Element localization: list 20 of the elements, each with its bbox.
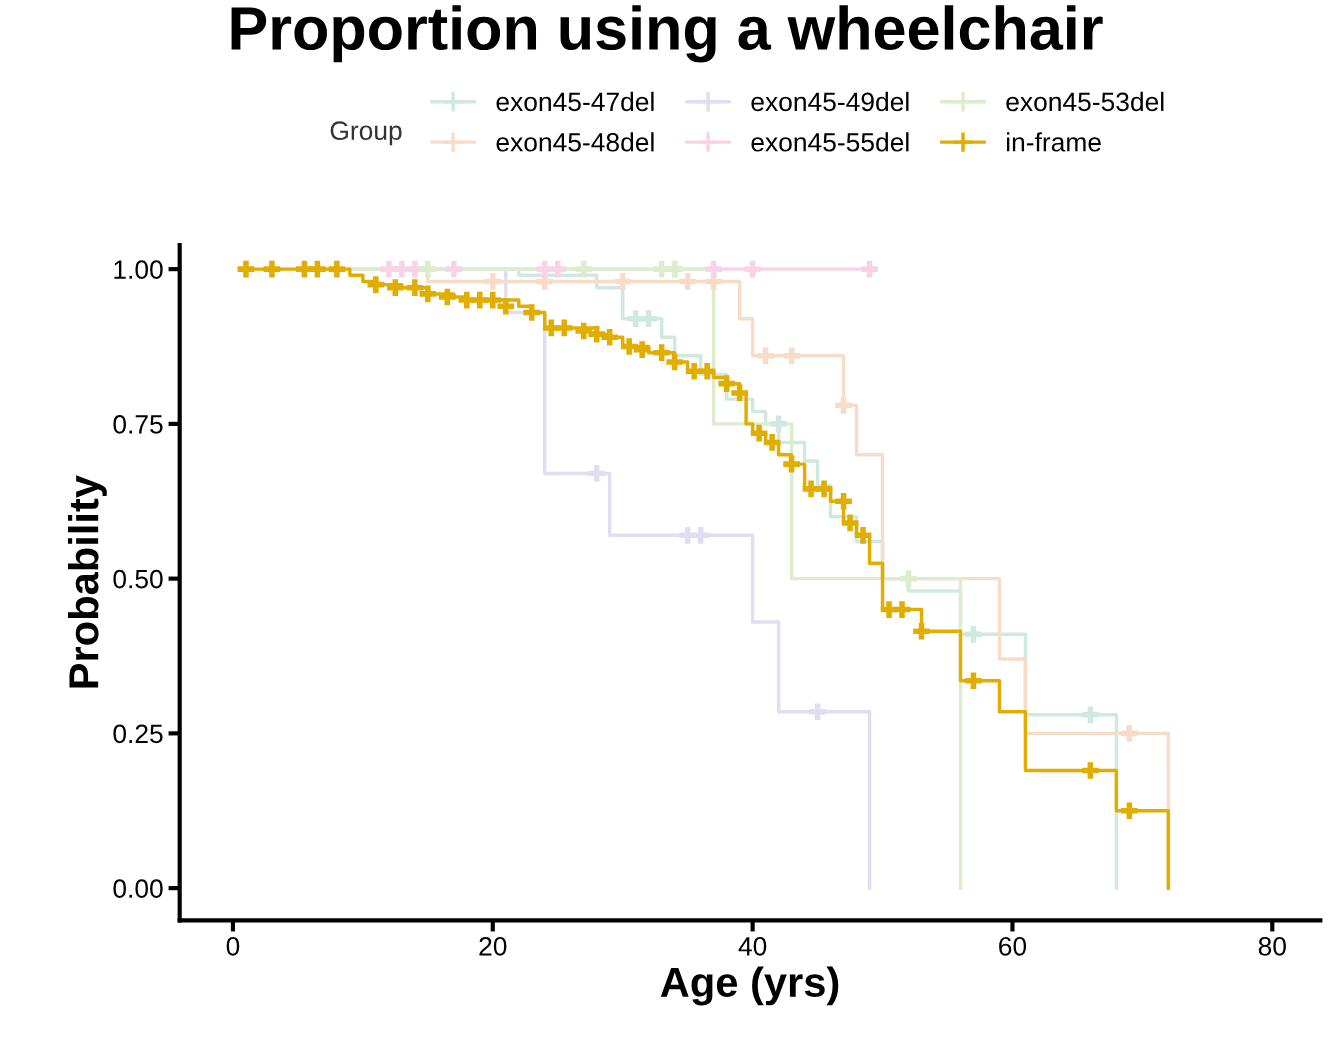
x-tick-label: 60 [999, 936, 1027, 956]
x-tick-label: 40 [738, 936, 767, 956]
legend-label: exon45-55del [751, 132, 909, 152]
legend-label: exon45-47del [496, 91, 654, 112]
chart-title: Proportion using a wheelchair [231, 5, 1103, 63]
y-tick-label: 0.00 [113, 879, 163, 898]
y-tick-label: 0.50 [113, 569, 163, 589]
x-tick-label: 20 [479, 936, 507, 956]
x-tick-label: 80 [1258, 936, 1286, 956]
y-axis-title: Probability [67, 475, 107, 688]
legend-label: exon45-49del [751, 91, 909, 112]
legend-label: exon45-53del [1006, 91, 1164, 112]
y-tick-label: 0.75 [113, 415, 163, 434]
y-tick-label: 0.25 [113, 724, 163, 744]
x-axis-title: Age (yrs) [660, 966, 839, 1006]
legend-label: exon45-48del [496, 132, 654, 152]
legend-label: in-frame [1006, 132, 1101, 152]
x-tick-label: 0 [226, 936, 240, 956]
y-tick-label: 1.00 [114, 260, 163, 279]
legend-title: Group [330, 121, 402, 146]
